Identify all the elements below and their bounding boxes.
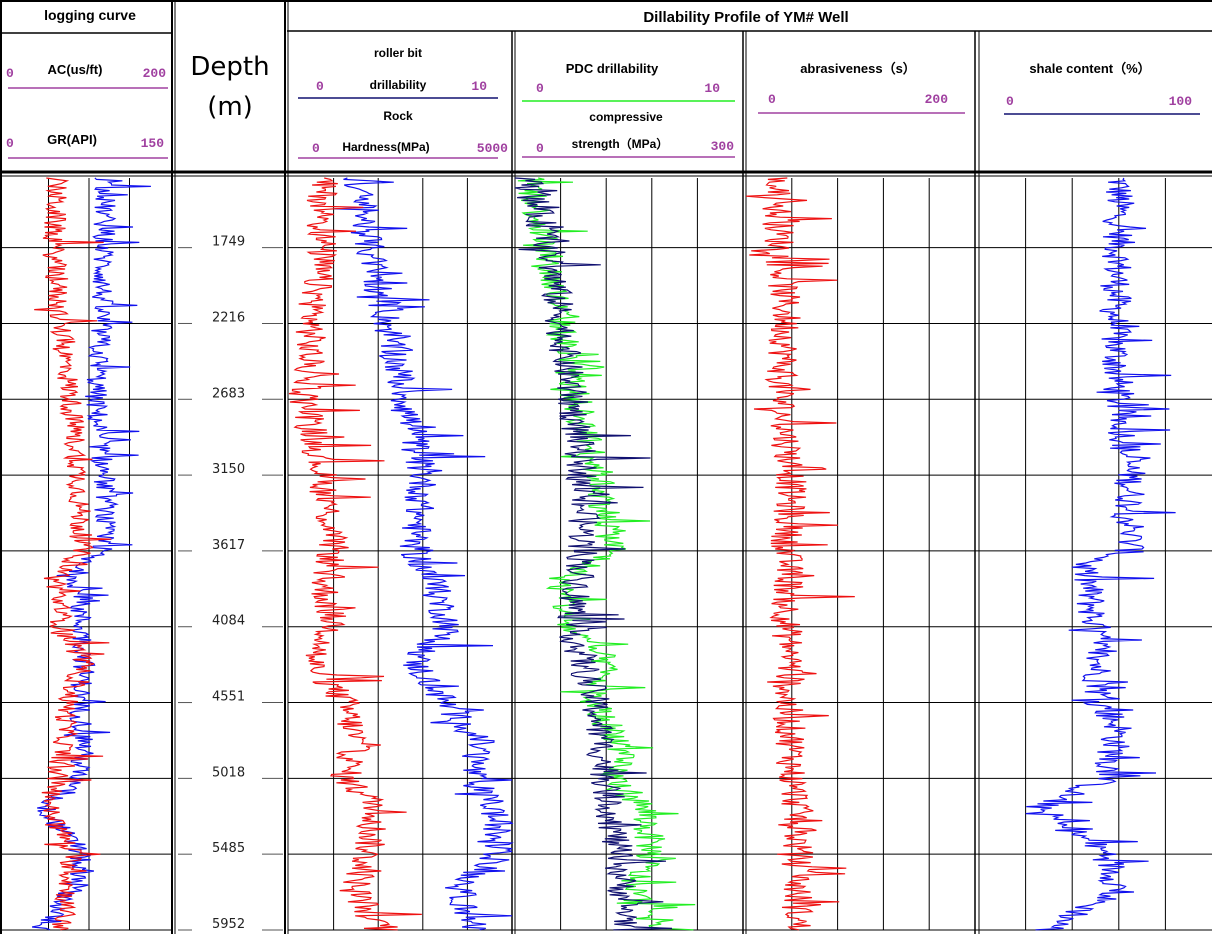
shale-label: shale content（%） [1029, 61, 1150, 76]
ac-scale-min: 0 [6, 66, 14, 81]
ucs-scale-max: 300 [711, 139, 735, 154]
roller-label-line2: drillability [370, 78, 427, 92]
depth-tick-label: 2683 [212, 386, 245, 401]
depth-tick-label: 5485 [212, 841, 245, 856]
abrasiveness-scale-min: 0 [768, 92, 776, 107]
pdc-scale-min: 0 [536, 81, 544, 96]
roller-scale-min: 0 [316, 79, 324, 94]
rock-scale-max: 5000 [477, 141, 508, 156]
rock-label-line1: Rock [383, 109, 413, 123]
shale-scale-min: 0 [1006, 94, 1014, 109]
ac-scale-max: 200 [143, 66, 167, 81]
depth-tick-label: 3617 [212, 538, 245, 553]
gr-scale-min: 0 [6, 136, 14, 151]
pdc-scale-max: 10 [704, 81, 720, 96]
depth-label-line1: Depth [190, 52, 269, 82]
depth-tick-label: 3150 [212, 462, 245, 477]
curve-gr-api [34, 177, 112, 931]
gr-scale-max: 150 [141, 136, 165, 151]
roller-label-line1: roller bit [374, 46, 422, 60]
curve-rock-hardness-mpa [334, 177, 514, 931]
shale-scale-max: 100 [1169, 94, 1193, 109]
depth-tick-label: 5952 [212, 917, 245, 932]
gr-curve-label: GR(API) [47, 132, 97, 147]
pdc-label: PDC drillability [566, 61, 659, 76]
chart-title: Dillability Profile of YM# Well [643, 9, 848, 26]
abrasiveness-scale-max: 200 [925, 92, 949, 107]
ucs-label-line2: strength（MPa） [572, 136, 669, 151]
curve-abrasiveness-s [745, 177, 855, 931]
rock-scale-min: 0 [312, 141, 320, 156]
curves [31, 177, 1176, 931]
depth-tick-label: 2216 [212, 310, 245, 325]
depth-tick-label: 5018 [212, 765, 245, 780]
depth-tick-label: 4084 [212, 614, 245, 629]
depth-tick-label: 1749 [212, 235, 245, 250]
curve-shale-content [1025, 177, 1176, 931]
abrasiveness-label: abrasiveness（s） [800, 61, 916, 76]
ucs-label-line1: compressive [589, 110, 663, 124]
left-header: logging curve [44, 7, 136, 23]
rock-label-line2: Hardness(MPa) [342, 140, 429, 154]
curve-pdc-drillability [514, 177, 673, 931]
depth-label-line2: (m) [207, 92, 253, 122]
ucs-scale-min: 0 [536, 141, 544, 156]
depth-tick-label: 4551 [212, 690, 245, 705]
ac-curve-label: AC(us/ft) [48, 62, 103, 77]
depth-ticks: 1749 2216 2683 3150 3617 4084 4551 5018 5485 5952 [178, 235, 283, 932]
roller-scale-max: 10 [471, 79, 487, 94]
curve-roller-bit-drillability [288, 177, 422, 931]
